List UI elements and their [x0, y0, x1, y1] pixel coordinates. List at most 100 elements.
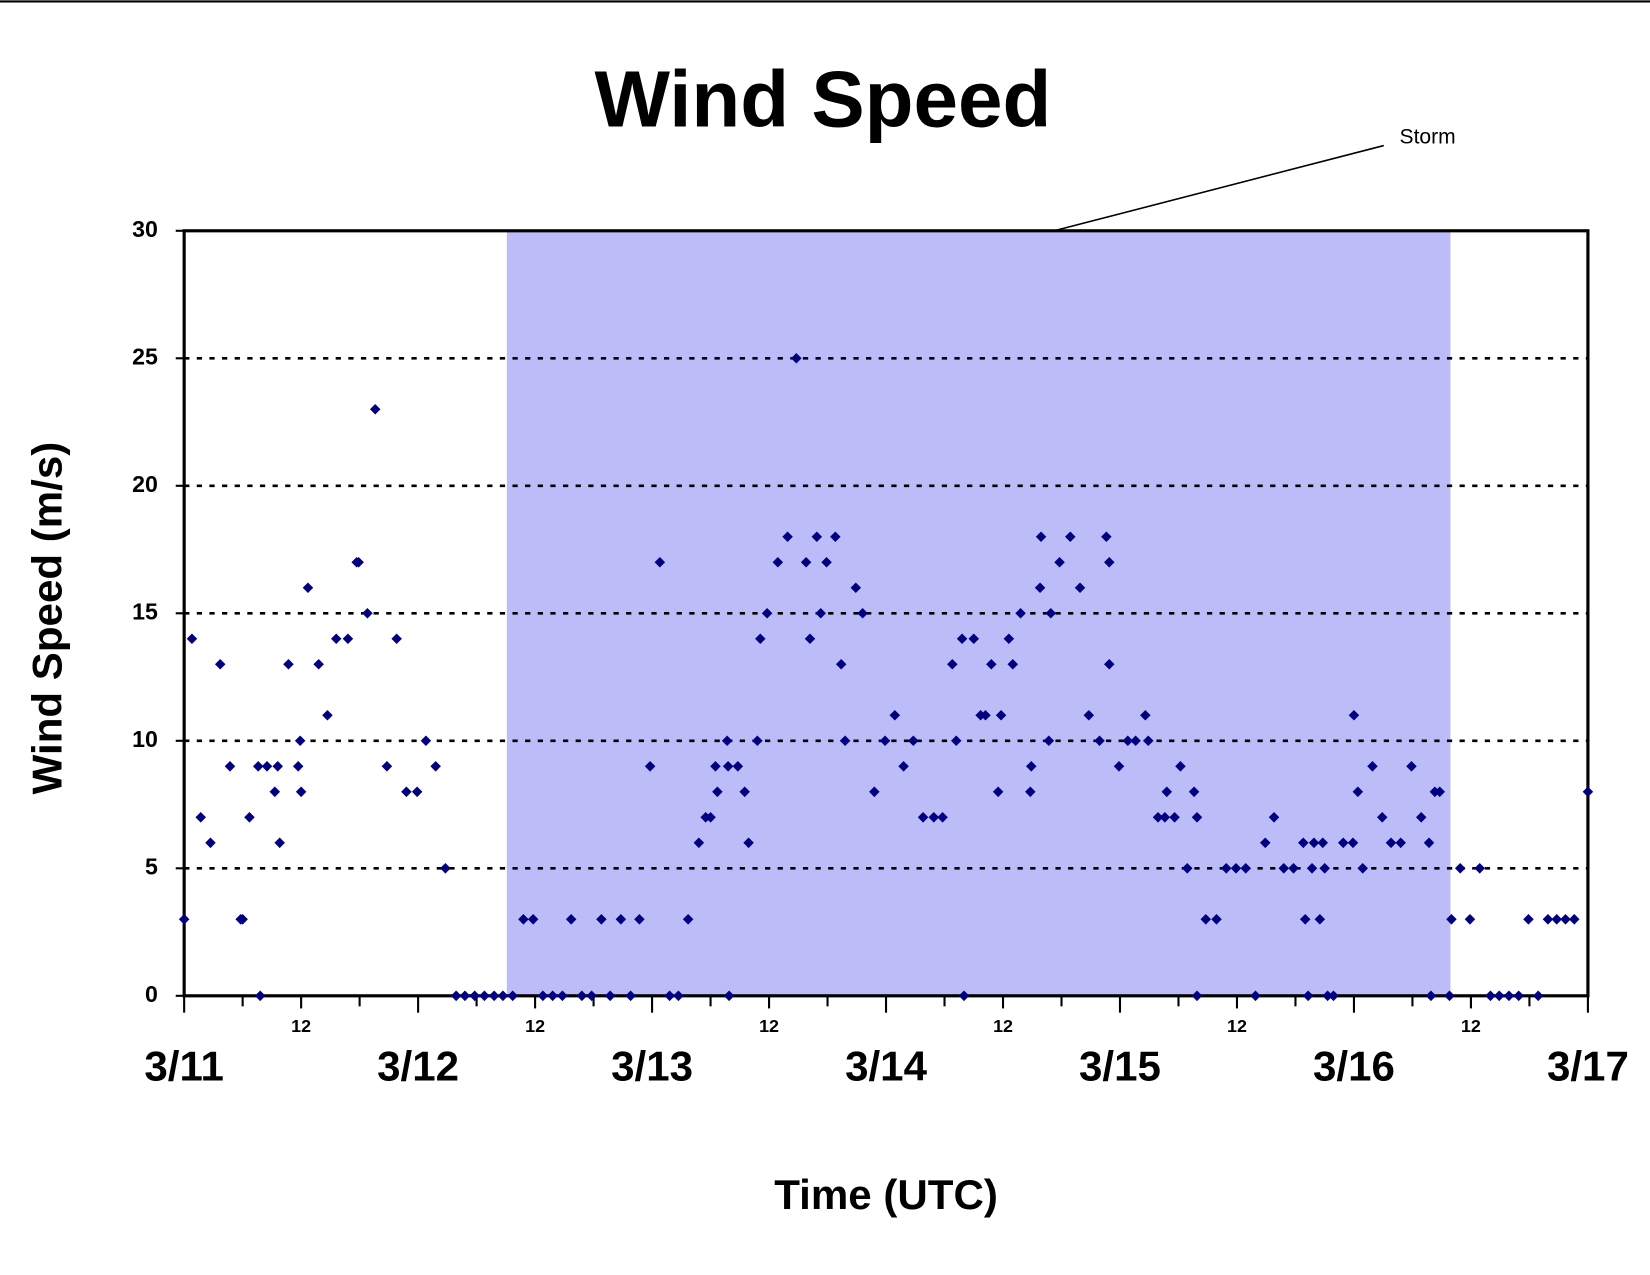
x-hour-label: 12: [291, 1016, 311, 1036]
data-point: [693, 837, 705, 849]
data-point: [1130, 735, 1141, 747]
data-point: [1314, 914, 1326, 925]
data-point: [1191, 812, 1203, 823]
data-point: [782, 531, 793, 543]
data-point: [342, 633, 354, 645]
data-point: [330, 633, 342, 645]
data-point: [1054, 557, 1065, 568]
data-point: [362, 608, 373, 619]
data-point: [586, 990, 597, 1002]
data-point: [527, 914, 539, 925]
data-point: [1347, 837, 1359, 849]
data-point: [1446, 914, 1457, 925]
data-point: [1259, 837, 1271, 849]
data-point: [1299, 914, 1311, 925]
data-point: [830, 531, 841, 543]
storm-label: Storm: [1400, 126, 1456, 149]
data-point: [1357, 863, 1368, 874]
data-point: [1250, 990, 1261, 1002]
data-point: [440, 863, 451, 874]
data-point: [518, 914, 529, 925]
data-point: [1308, 837, 1320, 849]
data-point: [791, 353, 802, 364]
data-point: [1191, 990, 1203, 1002]
data-point: [411, 786, 423, 798]
data-point: [547, 990, 558, 1002]
data-point: [195, 812, 206, 823]
y-tick-label: 5: [145, 853, 158, 879]
data-point: [507, 990, 518, 1002]
data-point: [1161, 786, 1173, 798]
data-point: [1034, 582, 1046, 594]
data-point: [1278, 863, 1290, 874]
data-point: [1230, 863, 1242, 874]
data-point: [821, 557, 832, 568]
data-point: [604, 990, 616, 1002]
data-point: [958, 990, 970, 1002]
data-point: [995, 710, 1007, 721]
y-tick-label: 10: [132, 726, 158, 752]
data-point: [889, 710, 901, 721]
data-point: [224, 761, 236, 772]
data-point: [313, 659, 324, 670]
data-point: [1513, 990, 1524, 1002]
data-point: [625, 990, 636, 1002]
data-point: [705, 812, 716, 823]
data-point: [1015, 608, 1026, 619]
data-point: [1200, 914, 1212, 925]
chart-title: Wind Speed: [594, 55, 1051, 144]
data-point: [178, 914, 190, 925]
data-point: [272, 761, 283, 772]
data-point: [1007, 659, 1019, 670]
data-point: [1322, 990, 1333, 1002]
x-date-label: 3/15: [1079, 1043, 1161, 1090]
data-point: [634, 914, 645, 925]
data-point: [1025, 786, 1036, 798]
data-point: [450, 990, 462, 1002]
data-point: [1181, 863, 1193, 874]
x-date-label: 3/13: [611, 1043, 693, 1090]
data-point: [1298, 837, 1309, 849]
data-point: [1434, 786, 1446, 798]
data-point: [1406, 761, 1417, 772]
data-point: [1415, 812, 1427, 823]
data-point: [1143, 735, 1154, 747]
data-point: [1043, 735, 1055, 747]
data-point: [252, 761, 264, 772]
data-point: [1159, 812, 1171, 823]
data-point: [420, 735, 432, 747]
x-hour-label: 12: [759, 1016, 779, 1036]
x-date-label: 3/16: [1313, 1043, 1395, 1090]
data-point: [682, 914, 694, 925]
data-point: [1302, 990, 1314, 1002]
data-point: [980, 710, 991, 721]
data-point: [992, 786, 1004, 798]
data-point: [1425, 990, 1437, 1002]
data-point: [755, 633, 766, 645]
data-point: [1003, 633, 1015, 645]
data-point: [1560, 914, 1571, 925]
data-point: [459, 990, 471, 1002]
data-point: [537, 990, 549, 1002]
data-point: [950, 735, 962, 747]
data-point: [908, 735, 919, 747]
y-tick-label: 20: [132, 471, 158, 497]
storm-leader: [1053, 144, 1384, 232]
data-point: [956, 633, 968, 645]
data-point: [269, 786, 281, 798]
data-point: [1493, 990, 1505, 1002]
data-point: [1152, 812, 1164, 823]
data-point: [1188, 786, 1200, 798]
data-point: [1101, 531, 1112, 543]
data-point: [937, 812, 948, 823]
data-point: [1376, 812, 1388, 823]
data-point: [664, 990, 675, 1002]
data-point: [1306, 863, 1318, 874]
data-point: [850, 582, 862, 594]
data-point: [237, 914, 248, 925]
data-point: [1423, 837, 1435, 849]
data-point: [391, 633, 402, 645]
data-point: [283, 659, 294, 670]
x-date-label: 3/12: [377, 1043, 459, 1090]
data-point: [947, 659, 958, 670]
